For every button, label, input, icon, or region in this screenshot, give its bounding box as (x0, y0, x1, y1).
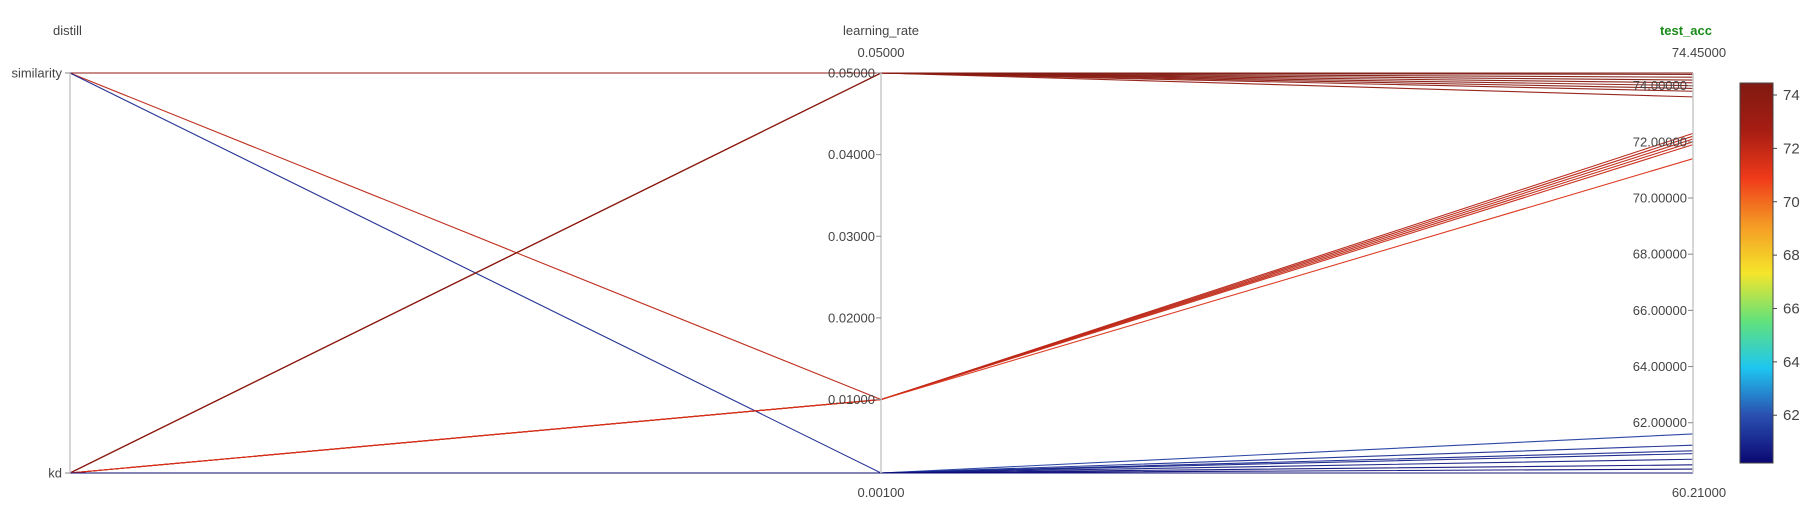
colorbar: 62 64 66 68 70 72 74 (1739, 82, 1800, 464)
axis-title: learning_rate (843, 23, 919, 38)
range-max-label: 74.45000 (1672, 45, 1726, 60)
tick-label: 72.00000 (1633, 134, 1687, 149)
colorbar-tick-label: 70 (1783, 194, 1800, 211)
range-min-label: 60.21000 (1672, 485, 1726, 500)
axis-distill[interactable]: distill kd similarity (11, 23, 82, 481)
tick-label: 0.01000 (828, 392, 875, 407)
tick-label: 0.02000 (828, 310, 875, 325)
tick-label-similarity: similarity (11, 66, 62, 81)
tick-label: 66.00000 (1633, 303, 1687, 318)
colorbar-ticks: 62 64 66 68 70 72 74 (1773, 87, 1800, 424)
axis-test-acc[interactable]: test_acc 74.45000 60.21000 62.00000 64.00000… (1633, 23, 1726, 500)
colorbar-tick-label: 66 (1783, 300, 1800, 317)
axes: distill kd similarity learning_rate 0.05000 0… (11, 23, 1726, 500)
axis-learning-rate[interactable]: learning_rate 0.05000 0.00100 0.01000 0.0200… (828, 23, 919, 500)
tick-label: 0.04000 (828, 147, 875, 162)
colorbar-tick-label: 62 (1783, 407, 1800, 424)
axis-title: distill (53, 23, 82, 38)
tick-label: 0.05000 (828, 66, 875, 81)
colorbar-tick-label: 64 (1783, 354, 1800, 371)
colorbar-tick-label: 74 (1783, 87, 1800, 104)
range-max-label: 0.05000 (858, 45, 905, 60)
tick-label: 70.00000 (1633, 191, 1687, 206)
tick-label-kd: kd (48, 466, 62, 481)
range-min-label: 0.00100 (858, 485, 905, 500)
tick-label: 74.00000 (1633, 78, 1687, 93)
colorbar-tick-label: 68 (1783, 247, 1800, 264)
axis-title: test_acc (1660, 23, 1712, 38)
tick-label: 68.00000 (1633, 247, 1687, 262)
colorbar-tick-label: 72 (1783, 140, 1800, 157)
tick-label: 62.00000 (1633, 415, 1687, 430)
tick-label: 64.00000 (1633, 359, 1687, 374)
colorbar-gradient (1739, 82, 1774, 464)
tick-label: 0.03000 (828, 229, 875, 244)
